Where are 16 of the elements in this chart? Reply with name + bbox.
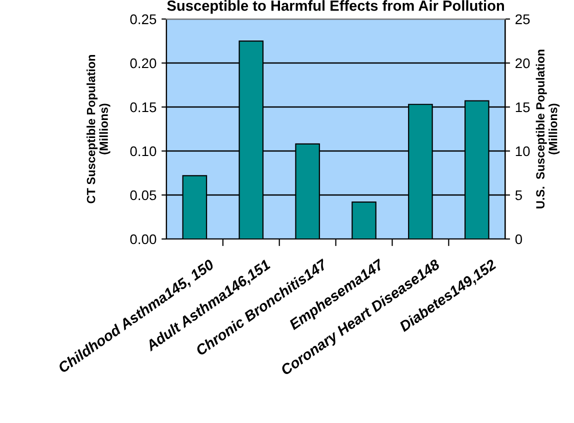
y-tick-label: 0.20 — [130, 58, 156, 68]
y-tick-label: 0.10 — [130, 146, 156, 156]
y2-tick-label: 0 — [515, 234, 522, 244]
y-tick-label: 0.00 — [130, 234, 156, 244]
y2-tick-label: 20 — [516, 58, 530, 68]
y2-tick-label: 25 — [516, 14, 530, 24]
y2-tick-label: 10 — [516, 146, 530, 156]
y2-axis-title: U.S. Susceptible Population (Millions) — [536, 50, 560, 208]
y2-tick-label: 15 — [516, 102, 530, 112]
y-tick-label: 0.25 — [130, 14, 156, 24]
bar — [352, 201, 376, 239]
y-axis-title: CT Susceptible Population (Millions) — [86, 54, 110, 204]
y-tick-label: 0.15 — [130, 102, 156, 112]
y-tick-label: 0.05 — [130, 190, 156, 200]
chart-title: Susceptible to Harmful Effects from Air Pollution — [167, 0, 504, 14]
y2-tick-label: 5 — [515, 190, 522, 200]
